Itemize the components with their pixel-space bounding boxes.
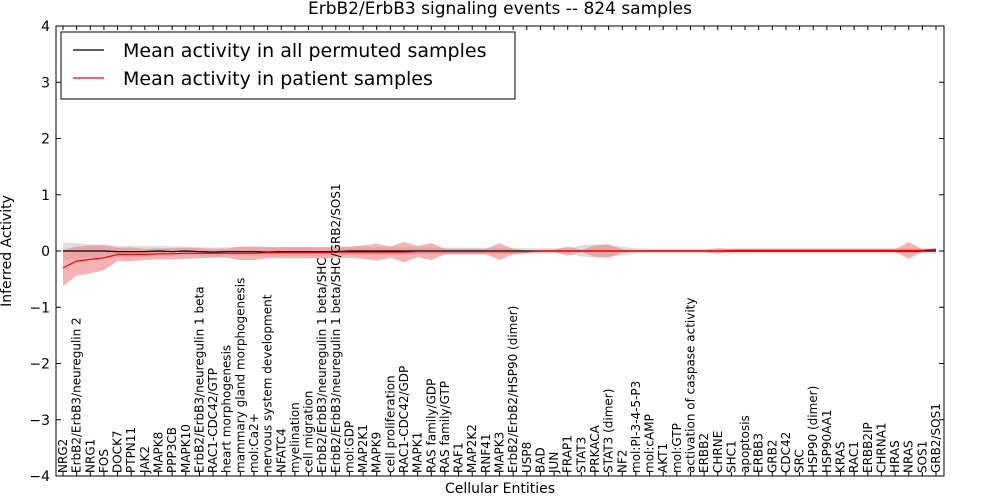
legend-box [60, 31, 516, 100]
y-tick-label: −4 [29, 469, 50, 485]
x-tick-label: RAS family/GTP [438, 381, 452, 473]
series-lines [62, 248, 937, 269]
line-patient [62, 248, 937, 269]
x-tick-label: NRG2 [56, 439, 70, 473]
x-tick-label: FOS [97, 449, 111, 473]
x-tick-label: JUN [547, 452, 561, 474]
x-tick-label: mol:cAMP [643, 414, 657, 473]
x-tick-label: RAC1-CDC42/GTP [206, 368, 220, 473]
x-tick-label: RAC1 [847, 441, 861, 473]
x-tick-label: KRAS [834, 441, 848, 473]
x-tick-label: ErbB2/ErbB3/neuregulin 1 beta/SHC [315, 257, 329, 473]
x-tick-label: CDC42 [779, 432, 793, 473]
x-tick-label: activation of caspase activity [684, 298, 698, 473]
x-tick-label: cell migration [302, 391, 316, 473]
x-tick-label: MAPK9 [370, 432, 384, 473]
x-tick-label: NRG1 [83, 439, 97, 473]
legend: Mean activity in all permuted samples Me… [60, 31, 516, 100]
x-tick-label: RAS family/GDP [424, 379, 438, 473]
y-tick-label: −2 [29, 357, 50, 373]
y-tick-label: 4 [41, 19, 50, 35]
confidence-bands [63, 242, 936, 286]
x-tick-label: mol:GDP [343, 421, 357, 473]
x-tick-label: MAP2K1 [356, 424, 370, 473]
x-tick-label: ERBB2 [697, 433, 711, 473]
x-tick-label: RAC1-CDC42/GDP [397, 366, 411, 473]
x-tick-label: NRAS [902, 440, 916, 473]
x-tick-label: nervous system development [261, 294, 275, 473]
x-tick-label: MAPK3 [493, 432, 507, 473]
x-tick-label: MAPK10 [179, 424, 193, 473]
x-tick-label: MAPK8 [152, 432, 166, 473]
x-tick-label: STAT3 [574, 437, 588, 473]
legend-label-patient: Mean activity in patient samples [123, 68, 433, 90]
x-tick-label: SHC1 [724, 440, 738, 473]
x-tick-label: AKT1 [656, 443, 670, 473]
y-tick-label: −3 [29, 413, 50, 429]
x-tick-label: PPP3CB [165, 427, 179, 473]
y-axis-label: Inferred Activity [0, 195, 15, 307]
x-tick-label: RAF1 [452, 442, 466, 473]
x-tick-label: MAPK1 [411, 432, 425, 473]
x-tick-label: ErbB2/ErbB3/neuregulin 1 beta/SHC/GRB2/S… [329, 183, 343, 473]
x-tick-label: STAT3 (dimer) [602, 389, 616, 473]
x-tick-label: myelination [288, 402, 302, 473]
x-tick-label: FRAP1 [561, 435, 575, 473]
x-tick-label: NF2 [615, 449, 629, 473]
x-tick-label: DOCK7 [111, 430, 125, 473]
y-tick-label: 3 [41, 75, 50, 91]
x-axis-label: Cellular Entities [445, 481, 555, 497]
x-tick-label: HRAS [888, 440, 902, 473]
x-tick-label: apoptosis [738, 415, 752, 473]
x-tick-label: CHRNE [711, 431, 725, 473]
y-tick-label: 0 [41, 244, 50, 260]
x-tick-label: MAP2K2 [465, 424, 479, 473]
x-tick-label: ErbB2/ErbB3/neuregulin 2 [70, 317, 84, 473]
x-tick-label: mol:Ca2+ [247, 413, 261, 473]
x-tick-label: BAD [533, 447, 547, 473]
x-tick-label: mammary gland morphogenesis [233, 278, 247, 473]
x-tick-label: mol:PI-3-4-5-P3 [629, 381, 643, 473]
x-tick-label: SOS1 [915, 441, 929, 473]
x-tick-label: SRC [793, 449, 807, 473]
x-tick-label: GRB2/SOS1 [929, 403, 943, 473]
x-tick-label: mol:GTP [670, 423, 684, 473]
x-axis: NRG2 ErbB2/ErbB3/neuregulin 2 NRG1 FOS DOCK7… [56, 26, 943, 476]
x-tick-label: HSP90 (dimer) [806, 386, 820, 473]
x-tick-label: HSP90AA1 [820, 409, 834, 473]
y-tick-label: −1 [29, 300, 50, 316]
y-tick-label: 2 [41, 132, 50, 148]
x-tick-label: JAK2 [138, 446, 152, 474]
x-tick-label: ErbB2/ErbB2/HSP90 (dimer) [506, 306, 520, 473]
legend-label-permuted: Mean activity in all permuted samples [123, 40, 486, 62]
x-tick-label: RNF41 [479, 434, 493, 474]
x-tick-label: cell proliferation [383, 375, 397, 473]
x-tick-label: USP8 [520, 442, 534, 473]
chart-title: ErbB2/ErbB3 signaling events -- 824 samp… [308, 0, 692, 19]
x-tick-label: ErbB2/ErbB3/neuregulin 1 beta [192, 286, 206, 473]
x-tick-label: heart morphogenesis [220, 345, 234, 473]
x-tick-label: ERBB2IP [861, 422, 875, 473]
x-tick-label: ERBB3 [752, 433, 766, 473]
x-tick-label: NFATC4 [274, 428, 288, 473]
x-tick-label: PTPN11 [124, 427, 138, 473]
y-tick-label: 1 [41, 188, 50, 204]
y-axis: −4 −3 −2 −1 0 1 2 3 4 [29, 19, 944, 485]
x-tick-label: CHRNA1 [874, 422, 888, 473]
x-tick-label: GRB2 [765, 439, 779, 473]
x-tick-label: PRKACA [588, 424, 602, 473]
